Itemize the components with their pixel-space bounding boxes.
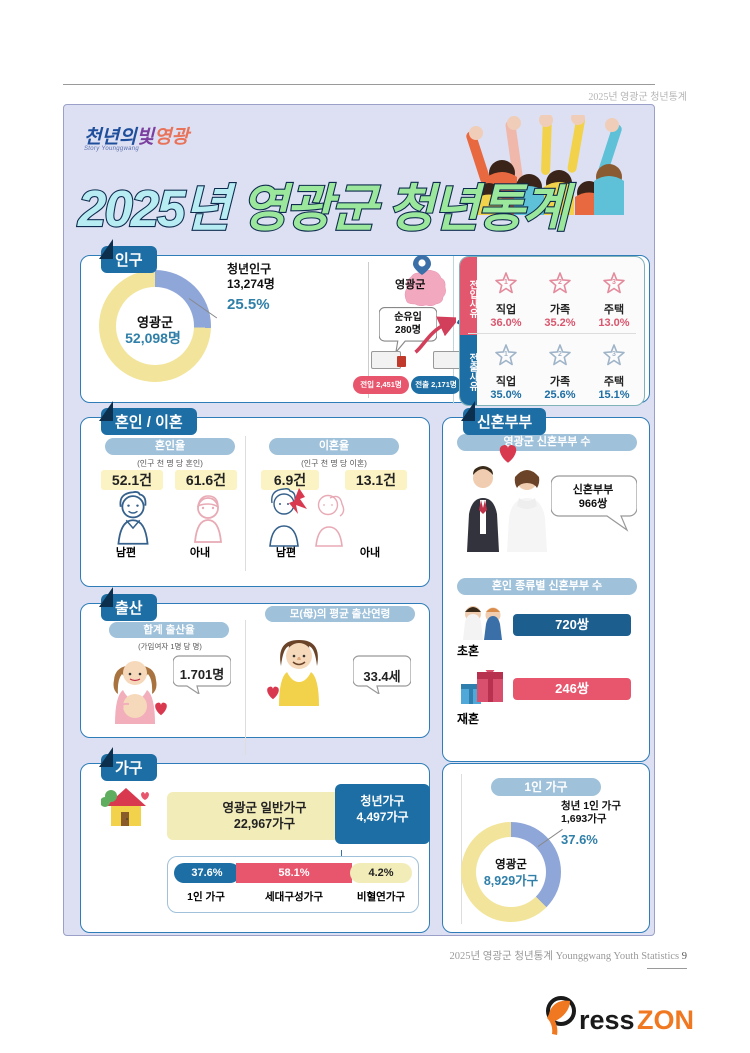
svg-text:2: 2	[558, 279, 562, 286]
svg-text:3: 3	[612, 351, 616, 358]
svg-text:1: 1	[504, 351, 508, 358]
svg-text:ZON: ZON	[637, 1005, 694, 1035]
svg-text:ress: ress	[579, 1005, 635, 1035]
svg-text:1: 1	[504, 279, 508, 286]
svg-text:2: 2	[558, 351, 562, 358]
svg-text:3: 3	[612, 279, 616, 286]
